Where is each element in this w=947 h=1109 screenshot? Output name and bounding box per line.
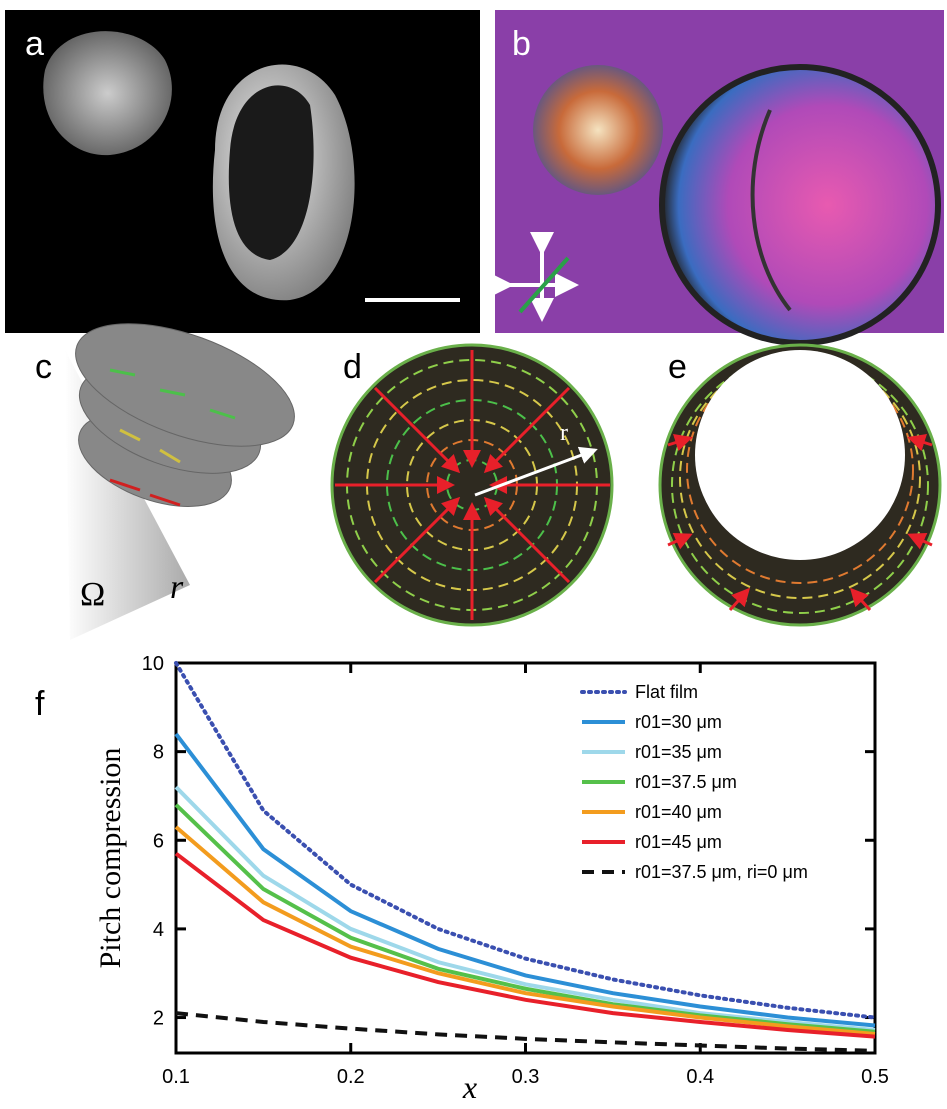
- y-tick-label: 6: [153, 830, 164, 852]
- legend-label: Flat film: [635, 682, 698, 702]
- y-tick-label: 8: [153, 742, 164, 764]
- hollow-core: [695, 350, 905, 560]
- legend-label: r01=35 μm: [635, 742, 722, 762]
- legend-label: r01=40 μm: [635, 802, 722, 822]
- x-axis-label: x: [462, 1069, 477, 1105]
- radius-label: r: [170, 569, 184, 606]
- omega-label: Ω: [80, 576, 105, 613]
- panel-label: b: [512, 25, 531, 63]
- y-tick-label: 4: [153, 919, 164, 941]
- legend-label: r01=45 μm: [635, 832, 722, 852]
- figure: a b c Ω r r d e f Pitch compression x 2 4…: [0, 0, 947, 1109]
- x-tick-label: 0.5: [861, 1066, 889, 1088]
- panel-label: a: [25, 25, 44, 63]
- series-line: [176, 805, 875, 1032]
- legend-label: r01=30 μm: [635, 712, 722, 732]
- series-line: [176, 663, 875, 1018]
- large-sphere: [662, 67, 938, 343]
- legend-label: r01=37.5 μm, ri=0 μm: [635, 862, 808, 882]
- panel-label: c: [35, 348, 52, 386]
- series-line: [176, 827, 875, 1034]
- x-tick-label: 0.3: [512, 1066, 540, 1088]
- y-tick-label: 2: [153, 1008, 164, 1030]
- small-sphere: [533, 65, 663, 195]
- x-tick-label: 0.2: [337, 1066, 365, 1088]
- legend-label: r01=37.5 μm: [635, 772, 737, 792]
- radius-label: r: [560, 420, 568, 446]
- x-tick-label: 0.1: [162, 1066, 190, 1088]
- panel-label: f: [35, 685, 45, 723]
- panel-label: e: [668, 348, 687, 386]
- y-tick-label: 10: [142, 653, 164, 675]
- y-axis-label: Pitch compression: [94, 748, 127, 969]
- panel-label: d: [343, 348, 362, 386]
- x-tick-label: 0.4: [686, 1066, 714, 1088]
